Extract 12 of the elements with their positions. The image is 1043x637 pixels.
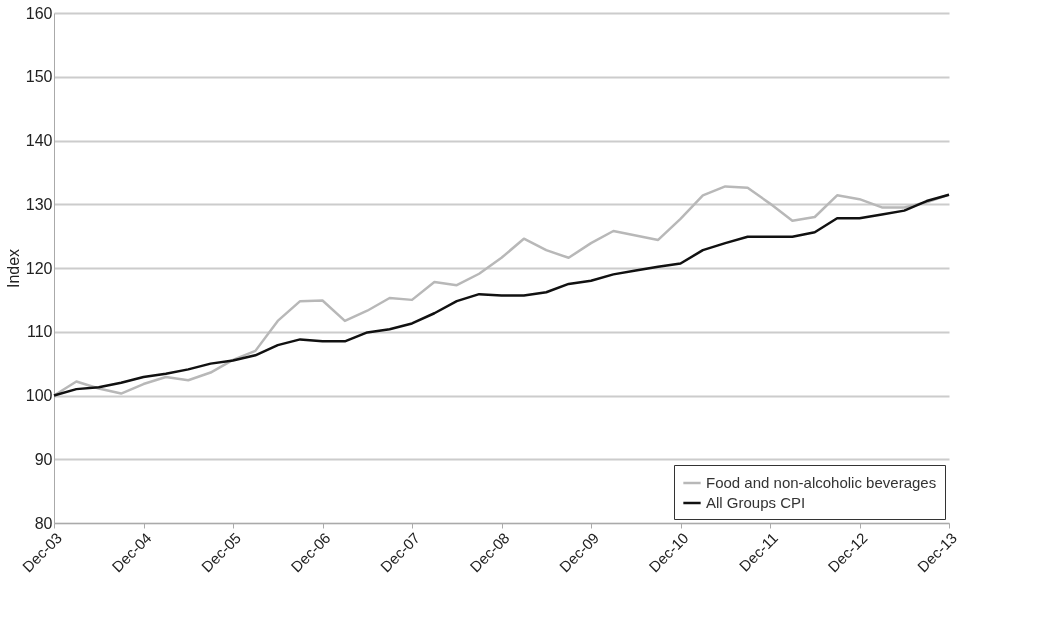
y-tick-label: 140 [25,132,53,149]
y-tick-label: 100 [25,387,53,404]
y-tick-label: 110 [26,323,53,341]
legend-label: Food and non-alcoholic beverages [706,474,937,491]
y-tick-label: 150 [25,68,53,86]
y-tick-label: 90 [34,450,53,468]
y-tick-label: 80 [34,514,53,532]
y-axis-title: Index [4,248,22,289]
y-tick-label: 120 [25,259,53,277]
y-tick-label: 160 [25,4,53,22]
y-tick-label: 130 [25,195,53,213]
legend-label: All Groups CPI [706,494,806,511]
